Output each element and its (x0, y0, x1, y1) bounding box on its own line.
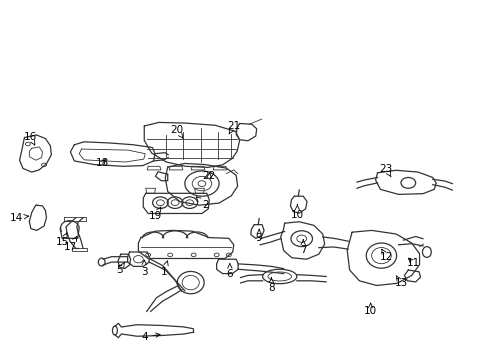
Text: 3: 3 (141, 260, 147, 277)
Text: 22: 22 (202, 171, 216, 181)
Text: 18: 18 (96, 158, 109, 168)
Text: 16: 16 (23, 132, 37, 145)
Text: 14: 14 (9, 213, 28, 223)
Text: 15: 15 (56, 233, 69, 247)
Text: 11: 11 (406, 258, 419, 268)
Text: 10: 10 (364, 303, 376, 316)
Text: 17: 17 (64, 236, 78, 252)
Text: 5: 5 (116, 262, 124, 275)
Text: 19: 19 (148, 207, 162, 221)
Text: 7: 7 (299, 240, 306, 255)
Text: 8: 8 (267, 278, 274, 293)
Text: 6: 6 (226, 263, 233, 279)
Text: 2: 2 (196, 197, 208, 210)
Text: 4: 4 (141, 332, 160, 342)
Text: 20: 20 (170, 125, 183, 138)
Text: 1: 1 (160, 261, 168, 277)
Text: 21: 21 (226, 121, 240, 134)
Text: 10: 10 (290, 205, 303, 220)
Text: 9: 9 (255, 229, 262, 243)
Text: 12: 12 (379, 249, 392, 262)
Text: 23: 23 (379, 164, 392, 177)
Text: 13: 13 (393, 275, 407, 288)
